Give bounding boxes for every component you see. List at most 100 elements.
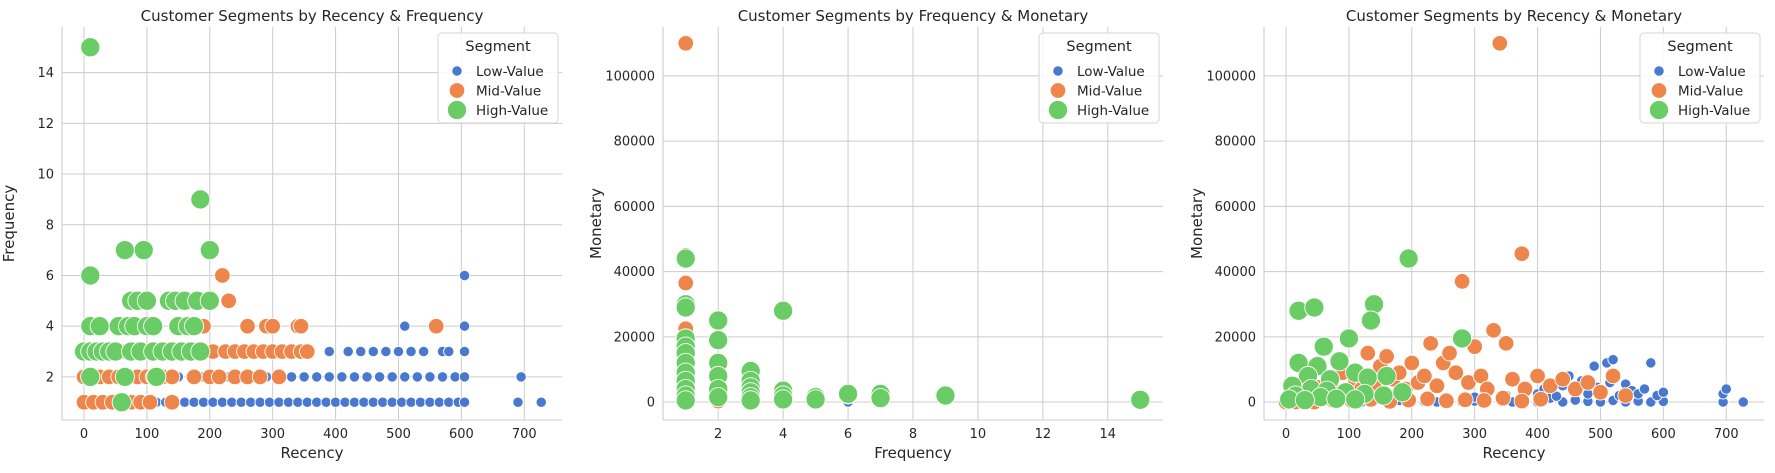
legend-title: Segment	[1667, 39, 1733, 55]
y-tick-label: 2	[46, 370, 54, 385]
point-high-value	[805, 389, 826, 410]
legend-title: Segment	[465, 39, 531, 55]
x-tick-label: 700	[1714, 427, 1739, 442]
point-low-value	[458, 345, 471, 358]
point-mid-value	[1494, 389, 1512, 407]
chart-title: Customer Segments by Recency & Monetary	[1346, 7, 1682, 25]
point-mid-value	[677, 274, 694, 292]
point-mid-value	[1504, 370, 1521, 388]
point-high-value	[708, 387, 729, 408]
legend-entry: Low-Value	[1678, 64, 1746, 80]
point-low-value	[399, 371, 411, 383]
point-mid-value	[1497, 335, 1515, 352]
point-low-value	[282, 396, 295, 408]
point-low-value	[392, 345, 405, 358]
point-low-value	[414, 396, 427, 408]
point-low-value	[197, 396, 210, 408]
legend: Segment Low-Value Mid-Value High-Value	[1639, 32, 1761, 124]
point-mid-value	[214, 267, 231, 284]
point-low-value	[458, 269, 471, 282]
legend-box	[437, 32, 559, 124]
point-high-value	[708, 310, 729, 331]
x-tick-label: 600	[1651, 427, 1676, 442]
legend-entry: High-Value	[476, 103, 548, 119]
legend-marker	[1047, 99, 1069, 121]
point-low-value	[1720, 383, 1732, 395]
point-high-value	[89, 316, 110, 337]
point-high-value	[1373, 385, 1394, 406]
x-axis-label: Recency	[280, 444, 343, 462]
point-low-value	[292, 396, 304, 408]
legend-entry: Mid-Value	[476, 84, 541, 100]
point-high-value	[1398, 248, 1419, 269]
x-axis-label: Frequency	[874, 444, 952, 462]
point-high-value	[184, 316, 205, 337]
point-high-value	[114, 366, 135, 387]
x-tick-label: 6	[844, 427, 852, 442]
point-mid-value	[292, 317, 310, 335]
point-high-value	[114, 240, 135, 261]
point-mid-value	[1617, 387, 1634, 404]
x-tick-label: 0	[80, 427, 88, 442]
points-layer	[73, 37, 547, 413]
x-tick-label: 700	[512, 427, 537, 442]
point-mid-value	[1359, 344, 1377, 362]
x-tick-label: 300	[260, 427, 285, 442]
point-high-value	[1329, 351, 1350, 372]
point-high-value	[1357, 367, 1378, 388]
point-mid-value	[1529, 367, 1546, 385]
chart-panel-2: 2 4 6 8 10 12 14 0 20000 40000 60000 80000 100000 Cus…	[587, 7, 1163, 462]
legend-marker	[1052, 65, 1064, 77]
y-tick-label: 14	[37, 66, 54, 81]
x-tick-label: 2	[714, 427, 722, 442]
point-low-value	[188, 396, 200, 408]
point-mid-value	[1453, 273, 1471, 290]
legend-box	[1038, 32, 1160, 124]
point-low-value	[329, 396, 342, 408]
point-mid-value	[1441, 344, 1458, 362]
y-tick-label: 10	[37, 168, 54, 183]
point-high-value	[1360, 310, 1381, 331]
point-low-value	[235, 396, 247, 408]
x-tick-label: 600	[449, 427, 474, 442]
point-high-value	[190, 341, 211, 362]
point-low-value	[311, 396, 323, 408]
point-high-value	[1392, 382, 1413, 403]
x-tick-label: 200	[1399, 427, 1424, 442]
point-mid-value	[1554, 370, 1571, 388]
point-mid-value	[220, 292, 237, 310]
chart-title: Customer Segments by Frequency & Monetar…	[738, 7, 1089, 25]
legend-marker	[451, 65, 463, 77]
point-low-value	[1588, 360, 1600, 372]
point-mid-value	[1428, 377, 1446, 395]
point-low-value	[348, 371, 361, 383]
point-mid-value	[427, 317, 445, 335]
point-low-value	[373, 371, 386, 383]
x-tick-label: 400	[1525, 427, 1550, 442]
x-tick-label: 300	[1462, 427, 1487, 442]
point-high-value	[773, 300, 794, 321]
y-axis-label: Monetary	[1188, 188, 1206, 259]
point-high-value	[675, 297, 696, 318]
point-high-value	[870, 388, 891, 409]
point-low-value	[512, 396, 524, 408]
point-low-value	[298, 371, 310, 383]
point-high-value	[1345, 389, 1366, 410]
y-tick-label: 60000	[1215, 200, 1256, 215]
point-low-value	[367, 345, 379, 358]
point-low-value	[386, 371, 398, 383]
y-tick-label: 4	[46, 320, 54, 335]
y-tick-label: 0	[647, 396, 655, 411]
legend-marker	[1049, 82, 1067, 99]
point-high-value	[1294, 390, 1315, 411]
point-high-value	[773, 389, 794, 410]
chart-panel-1: 0 100 200 300 400 500 600 700 2 4 6 8 10 12 14 Customer…	[0, 7, 562, 462]
point-mid-value	[1457, 391, 1474, 409]
point-high-value	[740, 390, 761, 411]
y-tick-label: 40000	[614, 265, 655, 280]
x-tick-label: 10	[970, 427, 987, 442]
legend-marker	[448, 82, 466, 99]
point-high-value	[1130, 389, 1151, 410]
x-tick-label: 400	[323, 427, 348, 442]
